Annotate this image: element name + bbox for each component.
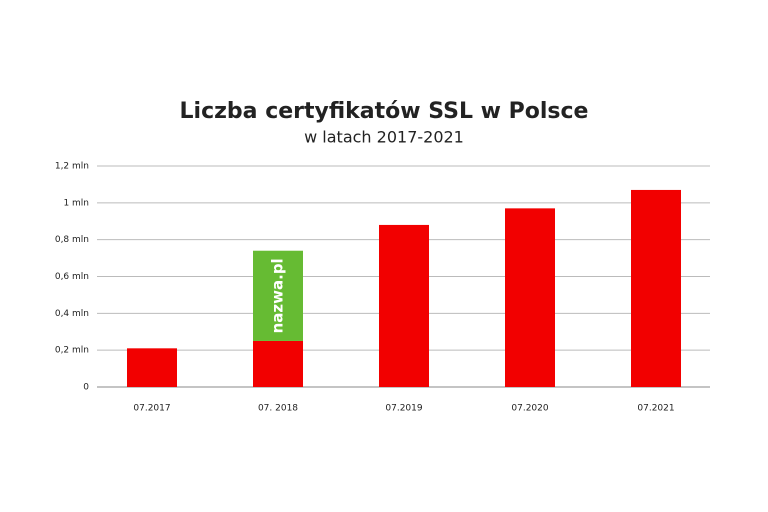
x-tick-label: 07.2020 — [511, 404, 548, 414]
bar-segment — [253, 340, 303, 387]
bar-segment — [379, 224, 429, 387]
y-tick-label: 0 — [83, 383, 89, 393]
y-tick-label: 0,6 mln — [55, 272, 89, 282]
bar-segment — [127, 348, 177, 387]
bar-segment — [631, 189, 681, 387]
x-tick-label: 07.2019 — [385, 404, 422, 414]
segment-label: nazwa.pl — [269, 258, 287, 333]
x-tick-label: 07. 2018 — [258, 404, 298, 414]
y-tick-label: 0,2 mln — [55, 346, 89, 356]
chart-title: Liczba certyfikatów SSL w Polsce — [180, 99, 589, 124]
x-tick-label: 07.2017 — [133, 404, 170, 414]
y-tick-label: 0,8 mln — [55, 235, 89, 245]
chart-subtitle: w latach 2017-2021 — [304, 128, 464, 147]
y-tick-label: 0,4 mln — [55, 309, 89, 319]
x-tick-label: 07.2021 — [637, 404, 674, 414]
bar-segment — [505, 208, 555, 387]
y-tick-label: 1,2 mln — [55, 162, 89, 172]
y-tick-label: 1 mln — [63, 198, 89, 208]
bar-segment — [253, 250, 303, 341]
